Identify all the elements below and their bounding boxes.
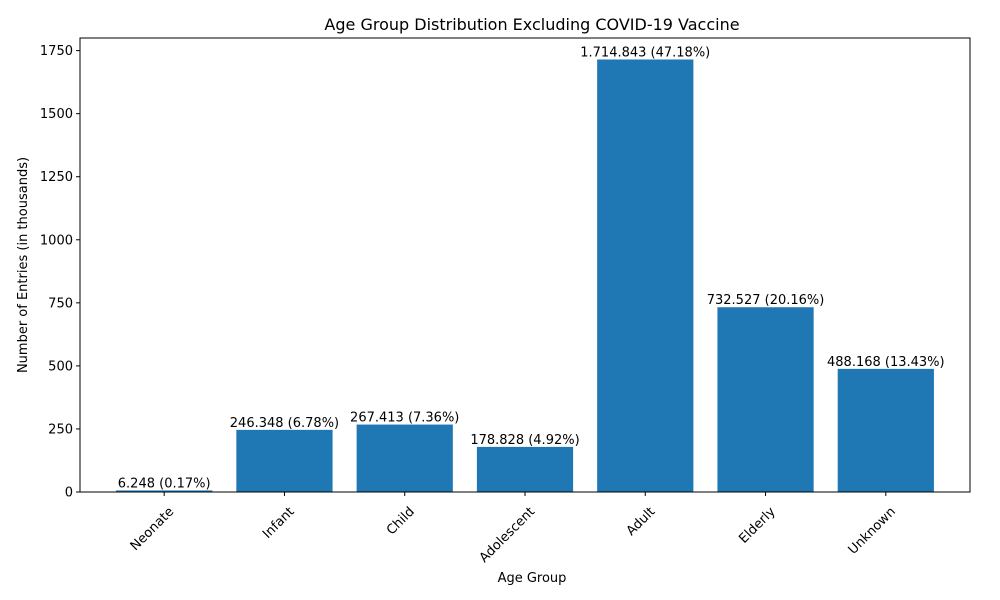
bar-elderly: [717, 307, 814, 492]
data-label-neonate: 6.248 (0.17%): [118, 476, 211, 491]
y-tick-label: 250: [48, 422, 73, 437]
bar-adolescent: [476, 446, 574, 492]
plot-frame: [79, 37, 971, 493]
data-labels-group: 6.248 (0.17%) 246.348 (6.78%) 267.413 (7.3…: [118, 45, 945, 491]
chart-title: Age Group Distribution Excluding COVID-1…: [324, 15, 739, 34]
data-label-adult: 1.714.843 (47.18%): [580, 45, 710, 60]
data-label-unknown: 488.168 (13.43%): [827, 355, 945, 370]
bar-adult: [597, 59, 694, 493]
data-label-infant: 246.348 (6.78%): [230, 416, 339, 431]
y-tick-label: 1750: [40, 44, 73, 59]
x-tick-label-infant: Infant: [260, 504, 297, 541]
y-tick-label: 1000: [40, 233, 73, 248]
y-tick-label: 1500: [40, 107, 73, 122]
x-tick-label-elderly: Elderly: [736, 504, 778, 546]
y-axis: 0 250 500 750 1000 1250 1500 1750: [40, 44, 80, 501]
y-tick-label: 500: [48, 359, 73, 374]
y-tick-label: 1250: [40, 170, 73, 185]
x-axis: Neonate Infant Child Adolescent Adult Elderly…: [128, 492, 899, 566]
x-tick-label-adult: Adult: [624, 504, 659, 539]
bars-group: [116, 59, 934, 493]
data-label-child: 267.413 (7.36%): [350, 411, 459, 426]
bar-neonate: [116, 490, 213, 492]
x-tick-label-unknown: Unknown: [846, 504, 899, 557]
bar-child: [356, 424, 453, 492]
data-label-adolescent: 178.828 (4.92%): [470, 433, 579, 448]
y-axis-label: Number of Entries (in thousands): [16, 157, 31, 373]
bar-infant: [236, 429, 333, 492]
y-tick-label: 750: [48, 296, 73, 311]
x-tick-label-child: Child: [384, 504, 418, 538]
bar-unknown: [837, 368, 934, 492]
x-tick-label-neonate: Neonate: [128, 504, 177, 553]
x-tick-label-adolescent: Adolescent: [477, 504, 538, 565]
y-tick-label: 0: [65, 486, 73, 501]
data-label-elderly: 732.527 (20.16%): [707, 293, 825, 308]
x-axis-label: Age Group: [498, 571, 567, 586]
